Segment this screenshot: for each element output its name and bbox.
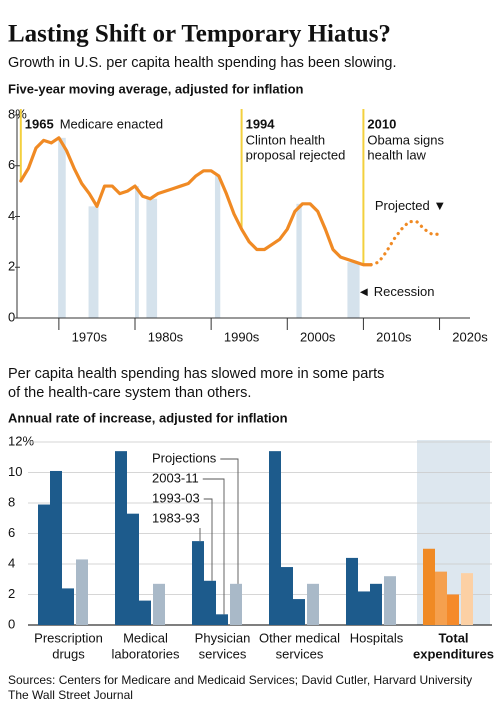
x-tick-label: services	[276, 646, 324, 661]
sources: Sources: Centers for Medicare and Medica…	[8, 673, 472, 687]
bar	[281, 567, 293, 625]
x-tick-label: 1990s	[224, 329, 260, 344]
y-tick-label: 6	[8, 525, 15, 540]
series-label: Projected ▼	[375, 198, 446, 213]
bar	[384, 576, 396, 625]
recession-label: ◄ Recession	[357, 284, 434, 299]
bar	[370, 583, 382, 625]
bar	[230, 583, 242, 625]
credit: The Wall Street Journal	[8, 688, 133, 702]
y-tick-label: 4	[8, 555, 15, 570]
x-tick-label: 2000s	[300, 329, 336, 344]
x-tick-label: Medical	[123, 630, 168, 645]
legend-label: 2003-11	[152, 470, 199, 485]
bar	[423, 548, 435, 625]
bar	[435, 571, 447, 625]
x-tick-label: Prescription	[34, 630, 103, 645]
x-tick-label: Other medical	[259, 630, 340, 645]
chart-subtitle: Five-year moving average, adjusted for i…	[8, 81, 304, 96]
bar	[307, 583, 319, 625]
bar	[76, 559, 88, 625]
recession-band	[146, 198, 158, 318]
y-tick-label: 0	[8, 309, 15, 324]
bar	[115, 451, 127, 625]
recession-band	[88, 206, 99, 318]
recession-band	[347, 262, 360, 318]
bar	[346, 557, 358, 625]
page-subtitle: Growth in U.S. per capita health spendin…	[8, 55, 397, 71]
x-tick-label: drugs	[52, 646, 85, 661]
bar	[269, 451, 281, 625]
y-tick-label: 8	[8, 494, 15, 509]
recession-band	[58, 137, 66, 318]
legend-label: 1993-03	[152, 490, 200, 505]
annotation-text: proposal rejected	[246, 147, 346, 162]
y-tick-label: 0	[8, 616, 15, 631]
legend-leader	[220, 458, 239, 584]
chart-title: of the health-care system than others.	[8, 385, 251, 401]
x-tick-label: laboratories	[112, 646, 180, 661]
bar	[127, 513, 139, 625]
x-tick-label: expenditures	[413, 646, 494, 661]
y-tick-label: 12%	[8, 433, 34, 448]
chart-subtitle: Annual rate of increase, adjusted for in…	[8, 410, 288, 425]
legend-label: 1983-93	[152, 510, 200, 525]
bar	[358, 591, 370, 625]
annotation-text: Obama signs	[367, 132, 444, 147]
bar	[204, 580, 216, 625]
y-tick-label: 10	[8, 464, 22, 479]
bar	[447, 594, 459, 625]
x-tick-label: 2020s	[452, 329, 488, 344]
chart-title: Per capita health spending has slowed mo…	[8, 366, 384, 382]
x-tick-label: Physician	[195, 630, 251, 645]
x-tick-label: 1970s	[72, 329, 108, 344]
y-tick-label: 6	[8, 157, 15, 172]
legend-leader	[203, 498, 213, 581]
bar	[50, 470, 62, 625]
x-tick-label: 1980s	[148, 329, 184, 344]
bar	[216, 614, 228, 625]
series-line	[19, 136, 373, 267]
bar	[62, 588, 74, 625]
y-tick-label: 4	[8, 208, 15, 223]
series-line	[369, 219, 442, 267]
x-tick-label: Total	[438, 630, 468, 645]
annotation-text: Medicare enacted	[60, 116, 163, 131]
page-title: Lasting Shift or Temporary Hiatus?	[8, 21, 391, 48]
annotation-year: 1965	[25, 116, 54, 131]
recession-band	[214, 175, 221, 318]
x-tick-label: services	[199, 646, 247, 661]
annotation-year: 1994	[246, 116, 276, 131]
bar	[139, 600, 151, 625]
bar	[192, 541, 204, 625]
legend-leader	[202, 478, 225, 615]
x-tick-label: Hospitals	[350, 630, 404, 645]
y-tick-label: 2	[8, 586, 15, 601]
bar	[293, 599, 305, 625]
y-tick-label: 8%	[8, 106, 27, 121]
bar	[38, 504, 50, 625]
recession-band	[135, 186, 139, 318]
x-tick-label: 2010s	[376, 329, 412, 344]
legend-label: Projections	[152, 450, 217, 465]
bar	[461, 573, 473, 625]
bar	[153, 583, 165, 625]
annotation-text: health law	[367, 147, 426, 162]
y-tick-label: 2	[8, 259, 15, 274]
annotation-year: 2010	[367, 116, 396, 131]
annotation-text: Clinton health	[246, 132, 325, 147]
recession-band	[296, 203, 302, 318]
